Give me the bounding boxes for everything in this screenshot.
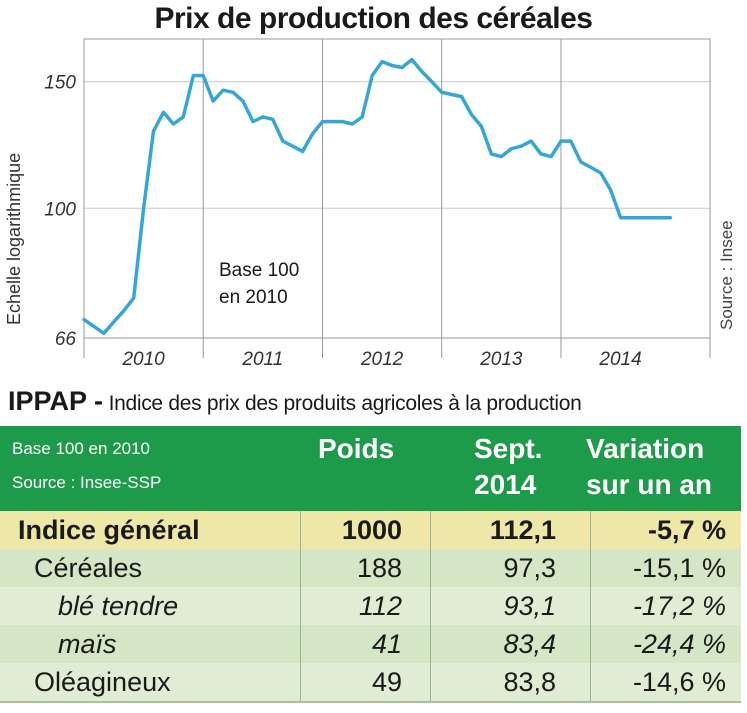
x-tick-label: 2011 [241,349,283,370]
row-sept: 93,1 [503,591,556,621]
col-header-variation-period: sur un an [586,469,713,500]
row-poids: 188 [356,553,402,583]
series-line [82,57,673,336]
row-variation: -5,7 % [647,515,726,545]
table-header: Base 100 en 2010 Source : Insee-SSP Poid… [0,426,741,511]
y-tick-label: 150 [44,73,76,94]
plot-frame [83,38,711,339]
table-row-indice-general: Indice général 1000 112,1 -5,7 % [0,511,741,549]
row-poids: 1000 [341,515,402,545]
x-tick-label: 2010 [121,349,165,370]
table-row-mais: maïs 41 83,4 -24,4 % [0,625,741,663]
chart-title: Prix de production des céréales [154,2,593,35]
ippap-heading-strong: IPPAP - [8,386,104,416]
row-poids: 49 [371,667,402,697]
label-layer: 150 100 66 2010 2011 2012 2013 2014 [44,73,641,370]
grid-layer [84,81,710,209]
row-poids: 112 [358,591,402,621]
row-sept: 112,1 [489,515,556,545]
x-tick-label: 2012 [360,349,404,370]
row-label: blé tendre [58,591,179,621]
ippap-heading: IPPAP - Indice des prix des produits agr… [8,386,582,417]
row-sept: 97,3 [503,553,556,583]
y-tick-label: 66 [55,329,77,350]
x-tick-label: 2013 [479,349,523,370]
table-row-oleagineux: Oléagineux 49 83,8 -14,6 % [0,663,741,701]
table-row-ble-tendre: blé tendre 112 93,1 -17,2 % [0,587,741,625]
line-chart: 150 100 66 2010 2011 2012 2013 2014 Base 100 en… [44,38,711,370]
row-label: maïs [58,629,117,659]
col-header-sept: Sept. [474,433,543,464]
base-annotation-line-2: en 2010 [219,287,288,308]
row-variation: -24,4 % [632,629,726,659]
row-variation: -14,6 % [632,667,726,697]
row-label: Céréales [34,553,143,583]
base-annotation-line-1: Base 100 [219,260,299,281]
row-variation: -15,1 % [632,553,726,583]
row-variation: -17,2 % [632,591,726,621]
table-bottom-border [0,701,741,703]
column-divider [300,511,301,701]
header-note-base: Base 100 en 2010 [12,439,151,458]
col-header-poids: Poids [318,433,395,464]
row-poids: 41 [371,629,402,659]
column-divider [590,511,591,701]
col-header-variation: Variation [586,433,705,464]
table-row-cereales: Céréales 188 97,3 -15,1 % [0,549,741,587]
row-label: Oléagineux [34,667,171,697]
row-sept: 83,4 [503,629,556,659]
y-tick-label: 100 [44,199,76,220]
row-sept: 83,8 [503,667,556,697]
axis-layer [83,38,711,358]
col-header-sept-year: 2014 [474,469,537,500]
header-note-source: Source : Insee-SSP [12,473,162,492]
x-tick-label: 2014 [598,349,641,370]
ippap-heading-rest: Indice des prix des produits agricoles à… [103,392,582,415]
column-divider [430,511,431,701]
row-label: Indice général [18,515,200,545]
